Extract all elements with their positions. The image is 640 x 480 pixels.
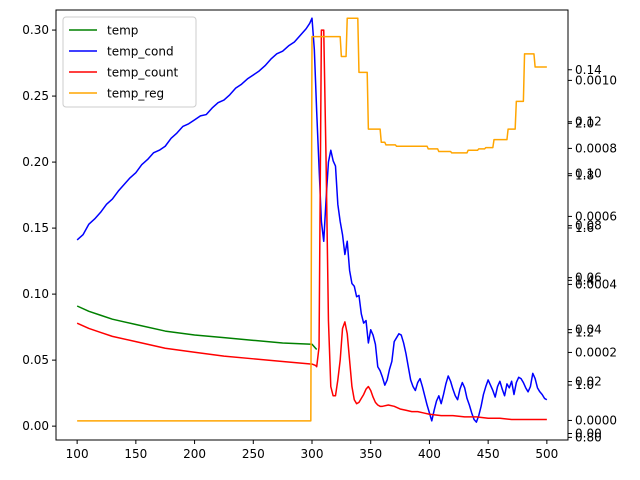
- y-left-tick-label: 0.05: [22, 353, 49, 367]
- y-right-tick-label: 0.04: [575, 323, 602, 337]
- y-right-tick-label: 0.06: [575, 271, 602, 285]
- legend-label: temp_reg: [107, 87, 164, 101]
- x-tick-label: 100: [66, 447, 89, 461]
- legend: temp temp_cond temp_count temp_reg: [62, 16, 197, 108]
- y-right-tick-label: 0.12: [575, 115, 602, 129]
- y-right-tick-label: 1.4: [575, 273, 594, 287]
- y-right-tick-label: 0.08: [575, 219, 602, 233]
- x-tick-label: 400: [418, 447, 441, 461]
- x-tick-label: 350: [359, 447, 382, 461]
- y-right-tick-label: 0.02: [575, 375, 602, 389]
- y-left-tick-label: 0.00: [22, 419, 49, 433]
- y-left-tick-label: 0.30: [22, 23, 49, 37]
- series-line-temp: [76, 305, 318, 351]
- y-right-tick-label: 1.8: [575, 169, 594, 183]
- series-line-temp-reg: [77, 17, 547, 422]
- x-axis: 100 150 200 250 300 350 400 450 500: [66, 440, 558, 461]
- x-tick-label: 450: [477, 447, 500, 461]
- series-line-temp-count: [76, 29, 547, 421]
- y-axis-left: 0.00 0.05 0.10 0.15 0.20 0.25 0.30: [22, 23, 56, 433]
- y-right-tick-label: 2.0: [575, 116, 594, 130]
- y-right-tick-label: 1.6: [575, 221, 594, 235]
- x-tick-label: 300: [301, 447, 324, 461]
- y-right-tick-label: 0.10: [575, 167, 602, 181]
- legend-label: temp_count: [107, 66, 179, 80]
- series-layer: [76, 17, 548, 423]
- x-tick-label: 200: [183, 447, 206, 461]
- y-right-tick-label: 0.14: [575, 63, 602, 77]
- y-right-tick-label: 0.0002: [575, 345, 617, 359]
- legend-box: [62, 16, 197, 108]
- x-tick-label: 500: [535, 447, 558, 461]
- y-right-tick-label: 1.0: [575, 378, 594, 392]
- y-left-tick-label: 0.20: [22, 155, 49, 169]
- y-axis-right: 0.00 0.02 0.04 0.06 0.08 0.10 0.12 0.14 0.0000 0.…: [568, 63, 617, 444]
- y-right-tick-label: 1.2: [575, 326, 594, 340]
- y-right-tick-label: 0.00: [575, 427, 602, 441]
- legend-label: temp: [107, 24, 138, 38]
- x-tick-label: 150: [124, 447, 147, 461]
- y-right-tick-label: 0.0000: [575, 413, 617, 427]
- legend-label: temp_cond: [107, 45, 174, 59]
- y-left-tick-label: 0.15: [22, 221, 49, 235]
- y-right-tick-label: 0.0008: [575, 141, 617, 155]
- y-right-tick-label: 0.0004: [575, 277, 617, 291]
- series-line-temp-cond: [76, 17, 548, 423]
- y-left-tick-label: 0.10: [22, 287, 49, 301]
- x-tick-label: 250: [242, 447, 265, 461]
- y-left-tick-label: 0.25: [22, 89, 49, 103]
- y-right-tick-label: 0.0010: [575, 73, 617, 87]
- y-right-tick-label: 0.0006: [575, 209, 617, 223]
- y-right-tick-label: 0.80: [575, 430, 602, 444]
